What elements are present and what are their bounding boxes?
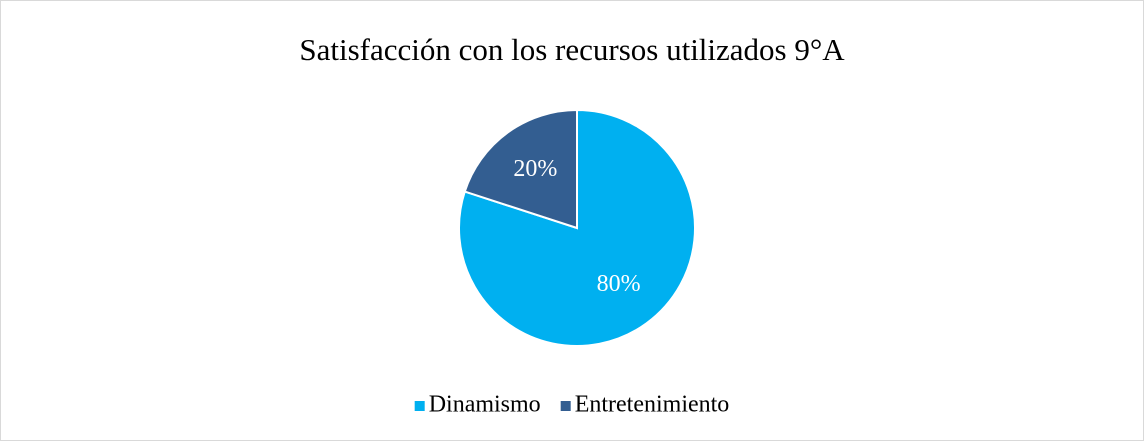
- pie-slice: [458, 108, 696, 347]
- legend-swatch: [414, 401, 425, 411]
- pie-slice: [463, 108, 578, 230]
- legend-swatch: [560, 401, 571, 411]
- data-label: 20%: [513, 156, 557, 182]
- chart-title: Satisfacción con los recursos utilizados…: [299, 32, 845, 67]
- legend-label: Entretenimiento: [575, 392, 730, 418]
- data-label: 80%: [597, 271, 641, 297]
- legend-label: Dinamismo: [429, 392, 541, 418]
